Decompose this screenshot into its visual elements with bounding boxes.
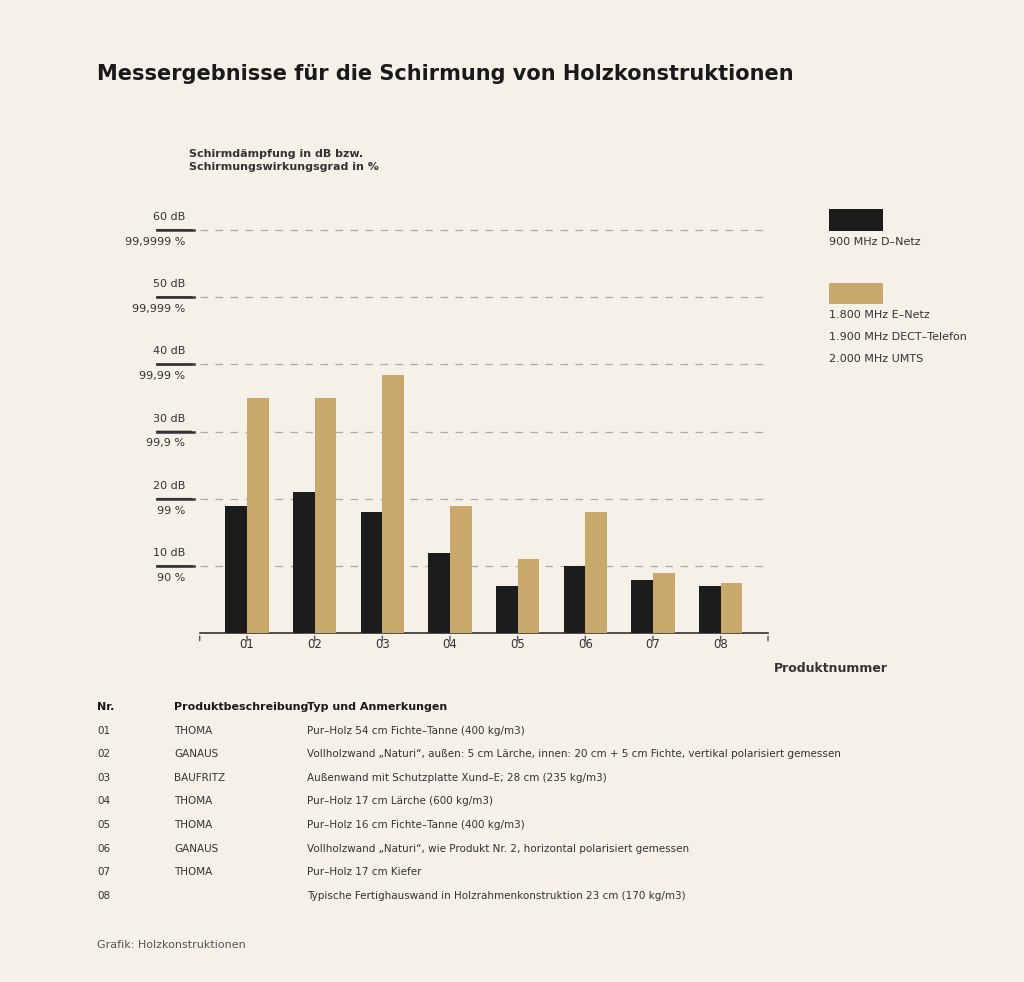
Text: 99,9 %: 99,9 % [146,438,185,449]
Text: 05: 05 [97,820,111,830]
Bar [428,553,450,633]
Text: 99 %: 99 % [157,506,185,516]
Bar [360,513,382,633]
Text: 99,999 %: 99,999 % [132,304,185,314]
Text: 10 dB: 10 dB [154,548,185,558]
Text: THOMA: THOMA [174,820,212,830]
Bar [314,398,336,633]
Text: 03: 03 [97,773,111,783]
Text: Produktbeschreibung: Produktbeschreibung [174,702,308,712]
Text: 04: 04 [97,796,111,806]
Bar [293,492,314,633]
Text: Pur–Holz 17 cm Kiefer: Pur–Holz 17 cm Kiefer [307,867,422,877]
Bar [721,583,742,633]
Bar [518,560,540,633]
Text: Nr.: Nr. [97,702,115,712]
Text: BAUFRITZ: BAUFRITZ [174,773,225,783]
Text: 90 %: 90 % [158,573,185,583]
Text: THOMA: THOMA [174,867,212,877]
Bar [699,586,721,633]
Text: Schirmdämpfung in dB bzw.
Schirmungswirkungsgrad in %: Schirmdämpfung in dB bzw. Schirmungswirk… [189,148,379,172]
Text: 40 dB: 40 dB [154,347,185,356]
Text: 20 dB: 20 dB [154,481,185,491]
Text: Pur–Holz 16 cm Fichte–Tanne (400 kg/m3): Pur–Holz 16 cm Fichte–Tanne (400 kg/m3) [307,820,525,830]
Text: 02: 02 [97,749,111,759]
Text: 1.800 MHz E–Netz: 1.800 MHz E–Netz [829,310,930,320]
Text: Grafik: Holzkonstruktionen: Grafik: Holzkonstruktionen [97,940,246,950]
Text: 06: 06 [97,844,111,853]
Text: 30 dB: 30 dB [154,413,185,423]
Text: 07: 07 [97,867,111,877]
Bar [496,586,518,633]
Bar [225,506,247,633]
Text: Produktnummer: Produktnummer [774,662,888,675]
Text: 900 MHz D–Netz: 900 MHz D–Netz [829,237,921,246]
Text: 60 dB: 60 dB [154,212,185,222]
Text: 1.900 MHz DECT–Telefon: 1.900 MHz DECT–Telefon [829,332,968,342]
Bar [563,567,586,633]
Text: 99,9999 %: 99,9999 % [125,237,185,246]
Bar [382,374,404,633]
Text: THOMA: THOMA [174,796,212,806]
Text: GANAUS: GANAUS [174,844,218,853]
Text: 08: 08 [97,891,111,900]
Text: Außenwand mit Schutzplatte Xund–E; 28 cm (235 kg/m3): Außenwand mit Schutzplatte Xund–E; 28 cm… [307,773,607,783]
Text: Typ und Anmerkungen: Typ und Anmerkungen [307,702,447,712]
Text: 99,99 %: 99,99 % [139,371,185,381]
Text: Vollholzwand „Naturi“, außen: 5 cm Lärche, innen: 20 cm + 5 cm Fichte, vertikal : Vollholzwand „Naturi“, außen: 5 cm Lärch… [307,749,841,759]
Text: 50 dB: 50 dB [154,279,185,289]
Bar [247,398,268,633]
Text: Pur–Holz 17 cm Lärche (600 kg/m3): Pur–Holz 17 cm Lärche (600 kg/m3) [307,796,494,806]
Bar [586,513,607,633]
Bar [450,506,472,633]
Text: 2.000 MHz UMTS: 2.000 MHz UMTS [829,354,924,363]
Text: Messergebnisse für die Schirmung von Holzkonstruktionen: Messergebnisse für die Schirmung von Hol… [97,64,794,83]
Text: THOMA: THOMA [174,726,212,736]
Bar [653,573,675,633]
Text: Vollholzwand „Naturi“, wie Produkt Nr. 2, horizontal polarisiert gemessen: Vollholzwand „Naturi“, wie Produkt Nr. 2… [307,844,689,853]
Text: GANAUS: GANAUS [174,749,218,759]
Text: Pur–Holz 54 cm Fichte–Tanne (400 kg/m3): Pur–Holz 54 cm Fichte–Tanne (400 kg/m3) [307,726,525,736]
Bar [632,579,653,633]
Text: Typische Fertighauswand in Holzrahmenkonstruktion 23 cm (170 kg/m3): Typische Fertighauswand in Holzrahmenkon… [307,891,686,900]
Text: 01: 01 [97,726,111,736]
